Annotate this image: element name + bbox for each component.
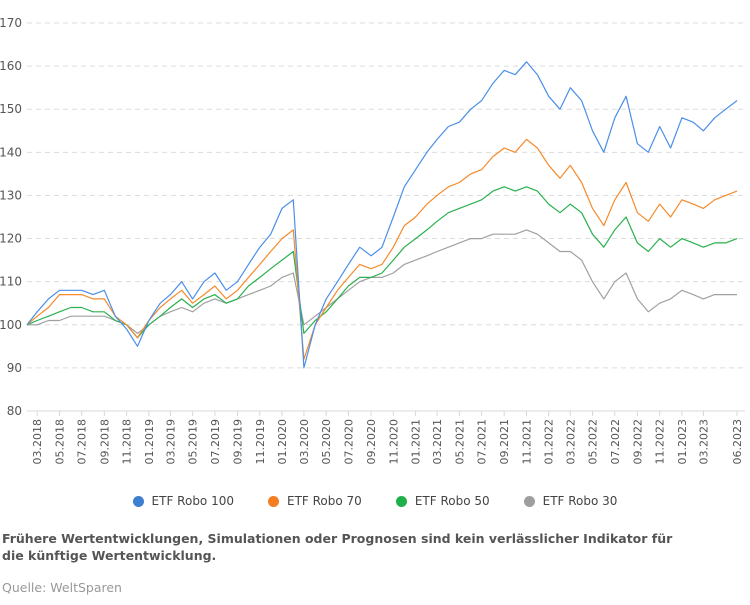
y-tick-label: 110 <box>0 275 22 289</box>
x-tick-label: 09.2021 <box>498 419 511 465</box>
x-tick-label: 01.2023 <box>676 419 689 465</box>
x-tick-label: 01.2021 <box>410 419 423 465</box>
x-tick-label: 01.2022 <box>543 419 556 465</box>
legend-label: ETF Robo 100 <box>151 494 234 508</box>
x-tick-label: 07.2019 <box>209 419 222 465</box>
x-tick-label: 05.2021 <box>453 419 466 465</box>
x-tick-label: 05.2020 <box>320 419 333 465</box>
x-axis: 03.2018 05.2018 07.2018 09.2018 11.2018 01.20… <box>27 410 745 465</box>
y-tick-label: 170 <box>0 16 22 30</box>
legend-label: ETF Robo 30 <box>542 494 618 508</box>
y-tick-label: 120 <box>0 232 22 246</box>
x-tick-label: 11.2022 <box>654 419 667 465</box>
series-lines <box>26 61 738 369</box>
x-tick-label: 07.2020 <box>342 419 355 465</box>
x-tick-label: 09.2018 <box>98 419 111 465</box>
x-tick-label: 03.2023 <box>697 419 710 465</box>
x-tick-label: 01.2020 <box>276 419 289 465</box>
x-tick-label: 03.2019 <box>164 419 177 465</box>
x-tick-label: 07.2021 <box>476 419 489 465</box>
legend: ETF Robo 100 ETF Robo 70 ETF Robo 50 ETF… <box>0 494 750 508</box>
x-tick-label: 11.2021 <box>520 419 533 465</box>
x-tick-label: 03.2022 <box>564 419 577 465</box>
series-line-etf-robo-70 <box>26 138 738 360</box>
x-tick-label: 05.2018 <box>53 419 66 465</box>
circle-icon <box>132 495 144 507</box>
legend-item-robo-70[interactable]: ETF Robo 70 <box>268 494 362 508</box>
y-tick-label: 150 <box>0 102 22 116</box>
x-tick-label: 03.2021 <box>431 419 444 465</box>
legend-item-robo-100[interactable]: ETF Robo 100 <box>132 494 234 508</box>
x-tick-label: 07.2022 <box>609 419 622 465</box>
legend-item-robo-50[interactable]: ETF Robo 50 <box>395 494 490 508</box>
legend-label: ETF Robo 70 <box>287 494 362 508</box>
y-tick-label: 90 <box>7 361 22 375</box>
circle-icon <box>395 495 407 507</box>
y-axis: 80 90 100 110 120 130 140 150 160 170 <box>0 16 22 418</box>
x-tick-label: 11.2018 <box>121 419 134 465</box>
circle-icon <box>268 495 279 507</box>
legend-label: ETF Robo 50 <box>414 494 490 508</box>
circle-icon <box>523 495 535 507</box>
x-tick-label: 11.2019 <box>254 419 267 465</box>
x-tick-label: 11.2020 <box>387 419 400 465</box>
x-tick-label: 01.2019 <box>143 419 156 465</box>
x-tick-label: 09.2020 <box>365 419 378 465</box>
x-tick-label: 03.2020 <box>298 419 311 465</box>
line-chart: 80 90 100 110 120 130 140 150 160 170 03.2018 05.2… <box>0 16 745 465</box>
legend-item-robo-30[interactable]: ETF Robo 30 <box>523 494 618 508</box>
y-tick-label: 140 <box>0 145 22 159</box>
x-tick-label: 05.2022 <box>587 419 600 465</box>
x-tick-label: 07.2018 <box>76 419 89 465</box>
y-tick-label: 100 <box>0 318 22 332</box>
series-line-etf-robo-100 <box>26 61 738 369</box>
x-tick-label: 05.2019 <box>187 419 200 465</box>
x-tick-label: 03.2018 <box>31 419 44 465</box>
y-tick-label: 160 <box>0 59 22 73</box>
x-tick-label: 09.2022 <box>631 419 644 465</box>
disclaimer-note: Frühere Wertentwicklungen, Simulationen … <box>2 531 673 563</box>
x-tick-label: 06.2023 <box>731 419 744 465</box>
y-tick-label: 80 <box>7 404 22 418</box>
x-tick-label: 09.2019 <box>232 419 245 465</box>
series-line-etf-robo-50 <box>26 186 738 339</box>
y-tick-label: 130 <box>0 188 22 202</box>
grid-lines <box>27 22 745 369</box>
source-label: Quelle: WeltSparen <box>2 580 122 595</box>
